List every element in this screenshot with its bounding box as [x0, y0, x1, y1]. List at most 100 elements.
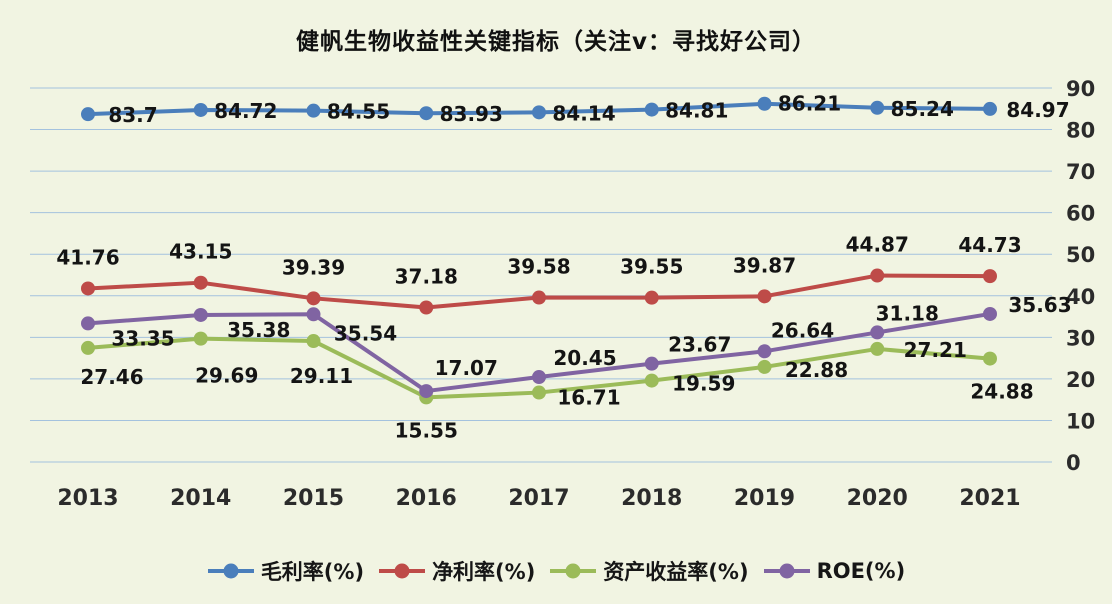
legend-item-gross-margin: 毛利率(%) [207, 556, 364, 586]
data-point [306, 103, 321, 118]
x-tick-label: 2014 [170, 486, 231, 511]
data-label: 44.87 [846, 233, 909, 257]
x-tick-label: 2019 [734, 486, 795, 511]
chart-legend: 毛利率(%) 净利率(%) 资产收益率(%) ROE(%) [0, 556, 1112, 586]
legend-label: ROE(%) [816, 559, 906, 583]
data-label: 27.46 [80, 365, 143, 389]
data-label: 39.55 [620, 255, 683, 279]
data-label: 19.59 [672, 372, 735, 396]
data-point [81, 281, 95, 296]
data-label: 39.39 [282, 255, 345, 279]
data-point [532, 370, 546, 385]
legend-label: 净利率(%) [432, 560, 536, 584]
y-tick-label: 70 [1066, 160, 1095, 184]
data-label: 84.55 [327, 100, 390, 124]
legend-line-marker [379, 563, 426, 579]
legend-line-marker [763, 563, 810, 579]
data-point [757, 289, 772, 304]
y-tick-label: 10 [1066, 409, 1095, 433]
y-tick-label: 0 [1066, 451, 1081, 475]
legend-line-marker [207, 563, 254, 579]
data-point [983, 269, 997, 284]
data-point [419, 106, 434, 121]
data-label: 29.11 [290, 364, 353, 388]
data-label: 44.73 [958, 233, 1021, 257]
data-label: 31.18 [876, 301, 939, 325]
data-point [81, 340, 95, 355]
data-point [644, 290, 659, 305]
data-point [306, 334, 321, 349]
data-label: 20.45 [553, 346, 616, 370]
data-point [757, 96, 772, 111]
data-label: 86.21 [778, 92, 841, 116]
y-tick-label: 40 [1066, 285, 1095, 309]
data-point [306, 307, 321, 322]
data-point [193, 331, 208, 346]
data-label: 23.67 [668, 333, 731, 357]
data-point [419, 384, 434, 399]
y-tick-label: 30 [1066, 326, 1095, 350]
y-tick-label: 60 [1066, 202, 1095, 226]
x-tick-label: 2018 [621, 486, 682, 511]
x-tick-label: 2013 [57, 486, 118, 511]
chart-title: 健帆生物收益性关键指标（关注v：寻找好公司） [296, 29, 816, 55]
data-label: 84.97 [1006, 98, 1069, 122]
legend-label: 资产收益率(%) [603, 560, 749, 584]
legend-line-marker [550, 563, 597, 579]
data-point [644, 356, 659, 371]
data-point [870, 325, 885, 340]
data-label: 26.64 [771, 318, 834, 342]
data-label: 27.21 [904, 338, 967, 362]
x-tick-label: 2020 [847, 486, 908, 511]
legend-item-roe: ROE(%) [763, 559, 906, 583]
data-point [870, 100, 885, 115]
data-label: 84.14 [552, 101, 615, 125]
data-point [532, 385, 546, 400]
y-tick-label: 20 [1066, 368, 1095, 392]
data-label: 37.18 [395, 264, 458, 288]
x-tick-label: 2017 [508, 486, 569, 511]
data-point [81, 107, 95, 122]
data-label: 24.88 [970, 380, 1033, 404]
data-point [870, 341, 885, 356]
data-point [81, 316, 95, 331]
x-tick-label: 2016 [396, 486, 457, 511]
x-tick-label: 2015 [283, 486, 344, 511]
data-label: 35.54 [334, 321, 397, 345]
data-label: 84.81 [665, 99, 728, 123]
data-label: 39.87 [733, 253, 796, 277]
data-label: 84.72 [214, 99, 277, 123]
data-point [644, 373, 659, 388]
data-label: 43.15 [169, 240, 232, 264]
data-point [193, 307, 208, 322]
data-label: 16.71 [557, 386, 620, 410]
data-point [983, 306, 997, 321]
data-point [419, 300, 434, 315]
data-label: 33.35 [111, 326, 174, 350]
data-label: 35.38 [227, 318, 290, 342]
data-label: 15.55 [395, 418, 458, 442]
x-tick-label: 2021 [959, 486, 1020, 511]
data-point [644, 102, 659, 117]
data-label: 35.63 [1008, 293, 1071, 317]
data-point [757, 344, 772, 359]
data-point [983, 101, 997, 116]
data-point [193, 275, 208, 290]
legend-item-roa: 资产收益率(%) [549, 556, 749, 586]
data-label: 17.07 [435, 356, 498, 380]
data-label: 83.93 [440, 102, 503, 126]
data-point [532, 105, 546, 120]
data-point [306, 291, 321, 306]
data-point [757, 359, 772, 374]
data-label: 83.7 [108, 103, 157, 127]
data-label: 22.88 [785, 358, 848, 382]
data-label: 85.24 [891, 97, 954, 121]
y-tick-label: 50 [1066, 243, 1095, 267]
data-label: 39.58 [507, 255, 570, 279]
data-point [983, 351, 997, 366]
legend-label: 毛利率(%) [260, 560, 365, 584]
data-point [193, 102, 208, 117]
legend-item-net-margin: 净利率(%) [378, 556, 535, 586]
